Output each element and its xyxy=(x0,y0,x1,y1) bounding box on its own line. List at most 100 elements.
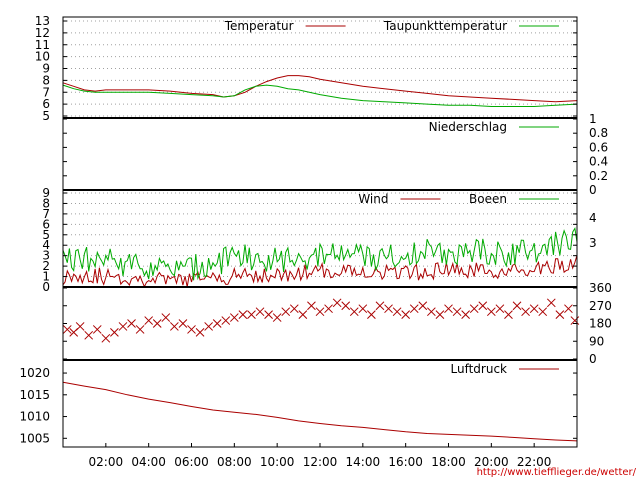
panel-1-ytick-label-4: 9 xyxy=(42,62,50,76)
panel-4-point-31 xyxy=(324,304,333,314)
panel-3-ytick-label-4: 4 xyxy=(42,238,50,252)
panel-3-series-2-line xyxy=(62,226,578,281)
panel-5-ytick-label-0: 1005 xyxy=(19,431,50,445)
panel-4-point-8 xyxy=(127,319,136,328)
panel-4-point-42 xyxy=(418,301,428,311)
panel-4-point-6 xyxy=(110,328,119,337)
panel-4-point-50 xyxy=(486,307,496,317)
panel-3-ytick-label-2: 2 xyxy=(42,259,50,273)
panel-5-series-1-line xyxy=(62,381,578,442)
panel-2-ytick-label-0: 0 xyxy=(589,183,597,197)
panel-1-ytick-label-5: 10 xyxy=(35,50,50,64)
panel-4-point-44 xyxy=(435,310,445,319)
panel-4-point-41 xyxy=(409,304,419,314)
panel-4-point-5 xyxy=(101,333,111,343)
panel-4-point-9 xyxy=(135,325,145,334)
panel-4-point-40 xyxy=(401,310,411,319)
panel-4-point-32 xyxy=(332,298,342,308)
panel-4-point-34 xyxy=(349,307,359,317)
panel-1-ytick-label-0: 5 xyxy=(42,109,50,123)
panel-4-ytick-label-2: 180 xyxy=(589,317,612,331)
panel-4-ytick-label-1: 90 xyxy=(589,334,604,348)
panel-3-ytick-label-3: 3 xyxy=(42,249,50,263)
panel-4-point-18 xyxy=(212,319,222,328)
panel-4-frame xyxy=(62,286,578,361)
panel-4-point-56 xyxy=(538,307,548,317)
panel-4-point-60 xyxy=(570,316,580,325)
panel-1-ytick-label-2: 7 xyxy=(42,85,50,99)
panel-4-point-29 xyxy=(307,301,316,311)
panel-2-ytick-label-3: 0.6 xyxy=(589,140,608,154)
panel-4-point-7 xyxy=(118,322,128,331)
panel-4-point-19 xyxy=(221,316,231,325)
xtick-label-7: 16:00 xyxy=(388,455,423,469)
panel-4-point-21 xyxy=(238,310,248,319)
panel-5-ytick-label-1: 1010 xyxy=(19,410,50,424)
panel-4-point-23 xyxy=(255,307,265,317)
panel-4-point-58 xyxy=(555,310,565,319)
panel-1-ytick-label-6: 11 xyxy=(35,38,50,52)
panel-1-ytick-label-1: 6 xyxy=(42,97,50,111)
panel-2-ytick-label-5: 1 xyxy=(589,112,597,126)
panel-1-legend-label-1: Taupunkttemperatur xyxy=(383,19,507,33)
panel-1-legend-label-0: Temperatur xyxy=(224,19,294,33)
panel-4-point-55 xyxy=(529,304,539,314)
credit-link[interactable]: http://www.tiefflieger.de/wetter/ xyxy=(477,467,637,478)
panel-4-point-22 xyxy=(247,310,256,319)
xtick-label-0: 02:00 xyxy=(89,455,124,469)
panel-4-point-53 xyxy=(512,301,522,311)
panel-4-point-17 xyxy=(204,322,213,331)
xtick-label-6: 14:00 xyxy=(346,455,381,469)
xtick-label-2: 06:00 xyxy=(174,455,209,469)
xtick-label-9: 20:00 xyxy=(474,455,509,469)
xtick-label-1: 04:00 xyxy=(131,455,166,469)
panel-4-point-48 xyxy=(469,304,479,314)
panel-4-point-38 xyxy=(384,304,393,314)
xtick-label-8: 18:00 xyxy=(431,455,466,469)
panel-3-ytick-label-0: 0 xyxy=(42,280,50,294)
panel-4-point-16 xyxy=(195,328,205,337)
panel-4-point-57 xyxy=(546,298,556,308)
panel-4-point-15 xyxy=(187,325,196,334)
panel-4-point-45 xyxy=(444,304,453,314)
panel-5-ytick-label-2: 1015 xyxy=(19,388,50,402)
panel-4-point-28 xyxy=(298,310,308,319)
panel-1-ytick-label-3: 8 xyxy=(42,73,50,87)
panel-2-ytick-label-2: 0.4 xyxy=(589,155,608,169)
panel-2-ytick-label-4: 0.8 xyxy=(589,126,608,140)
panel-3-right-label-0: 4 xyxy=(589,211,597,225)
panel-4-point-20 xyxy=(229,313,239,322)
panel-4-point-33 xyxy=(341,301,351,311)
panel-4-point-3 xyxy=(84,330,94,340)
panel-4-point-37 xyxy=(375,301,385,311)
panel-2-legend-label-0: Niederschlag xyxy=(429,120,507,134)
panel-4-point-59 xyxy=(564,304,573,314)
panel-3-legend-label-1: Boeen xyxy=(469,192,507,206)
panel-4-ytick-label-3: 270 xyxy=(589,299,612,313)
panel-4-ytick-label-0: 0 xyxy=(589,352,597,366)
panel-4-point-46 xyxy=(452,307,462,317)
panel-5-legend-label-0: Luftdruck xyxy=(450,362,507,376)
panel-1-ytick-label-8: 13 xyxy=(35,14,50,28)
panel-3-right-label-1: 3 xyxy=(589,236,597,250)
panel-4-point-13 xyxy=(170,322,179,331)
panel-4-point-30 xyxy=(315,307,325,317)
panel-4-point-27 xyxy=(289,304,299,314)
panel-4-point-2 xyxy=(75,322,85,331)
panel-3-ytick-label-5: 5 xyxy=(42,228,50,242)
panel-1-ytick-label-7: 12 xyxy=(35,26,50,40)
panel-4-point-12 xyxy=(161,313,171,322)
panel-4-point-26 xyxy=(281,307,291,317)
panel-1-series-1-line xyxy=(62,75,578,103)
xtick-label-3: 08:00 xyxy=(217,455,252,469)
panel-4-point-52 xyxy=(504,310,513,319)
panel-3-ytick-label-9: 9 xyxy=(42,186,50,200)
panel-4-point-10 xyxy=(144,316,154,325)
panel-4-point-0 xyxy=(62,325,72,334)
panel-4-point-11 xyxy=(152,319,162,328)
panel-3-ytick-label-7: 7 xyxy=(42,207,50,221)
panel-3-ytick-label-6: 6 xyxy=(42,217,50,231)
panel-4-point-43 xyxy=(427,307,436,317)
panel-4-point-47 xyxy=(461,310,470,319)
panel-2-ytick-label-1: 0.2 xyxy=(589,169,608,183)
